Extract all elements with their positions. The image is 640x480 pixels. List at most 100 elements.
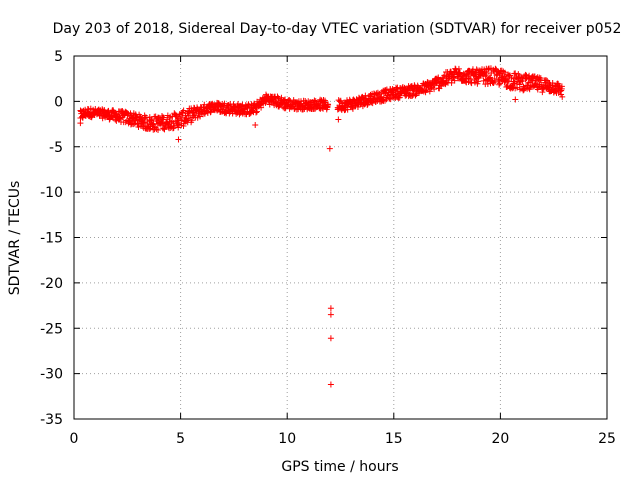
y-tick-label: -30: [40, 367, 63, 383]
data-point: [364, 102, 371, 109]
data-point: [178, 117, 185, 124]
axis-ticks: [73, 55, 608, 420]
chart-title: Day 203 of 2018, Sidereal Day-to-day VTE…: [53, 21, 622, 37]
data-point: [504, 77, 511, 84]
data-point: [282, 96, 289, 103]
data-point: [180, 107, 187, 114]
data-point: [221, 109, 228, 116]
data-point: [512, 70, 519, 77]
data-point: [490, 80, 497, 87]
data-point: [266, 101, 273, 108]
y-tick-label: -10: [40, 185, 63, 201]
x-axis-label: GPS time / hours: [281, 459, 398, 475]
data-point: [526, 85, 533, 92]
data-point: [473, 66, 480, 73]
data-point: [492, 78, 499, 85]
data-point: [164, 121, 171, 128]
y-tick-label: -20: [40, 276, 63, 292]
data-point: [173, 112, 180, 119]
data-point: [492, 65, 499, 72]
data-point: [520, 86, 527, 93]
data-point: [451, 77, 458, 84]
data-point: [354, 104, 361, 111]
data-point: [534, 86, 541, 93]
x-tick-label: 10: [278, 431, 296, 447]
x-tick-label: 0: [70, 431, 79, 447]
y-tick-label: -25: [40, 321, 63, 337]
data-point: [379, 96, 386, 103]
y-tick-label: 5: [54, 49, 63, 65]
data-point: [539, 89, 546, 96]
y-axis-label: SDTVAR / TECUs: [7, 181, 23, 296]
data-point: [155, 126, 162, 133]
data-point: [427, 85, 434, 92]
data-point: [77, 120, 84, 127]
data-point: [204, 110, 211, 117]
data-point: [139, 116, 146, 123]
x-tick-label: 15: [385, 431, 403, 447]
data-point: [423, 86, 430, 93]
data-point: [322, 97, 329, 104]
data-point: [558, 85, 565, 92]
data-point: [175, 119, 182, 126]
data-point: [466, 75, 473, 82]
data-point: [253, 109, 260, 116]
data-point: [426, 88, 433, 95]
data-point: [130, 121, 137, 128]
data-point: [456, 69, 463, 76]
data-point: [171, 123, 178, 130]
data-point: [141, 119, 148, 126]
data-point: [435, 74, 442, 81]
data-point: [369, 100, 376, 107]
data-point: [483, 71, 490, 78]
data-point: [160, 114, 167, 121]
data-point: [252, 121, 259, 128]
data-point: [335, 116, 342, 123]
data-point: [462, 78, 469, 85]
data-point: [439, 75, 446, 82]
data-point: [484, 66, 491, 73]
data-point: [431, 86, 438, 93]
tick-labels: 0 5 10 15 20 25 5 0 -5 -10 -15 -20 -25 -30 -35: [40, 49, 616, 447]
y-tick-label: -15: [40, 231, 63, 247]
data-point: [344, 106, 351, 113]
data-point: [452, 66, 459, 73]
data-point: [374, 89, 381, 96]
data-point: [287, 98, 294, 105]
data-point: [327, 311, 334, 318]
data-point: [245, 101, 252, 108]
data-points: [77, 65, 566, 388]
data-point: [326, 145, 333, 152]
data-point: [474, 75, 481, 82]
data-point: [493, 72, 500, 79]
data-point: [512, 96, 519, 103]
data-point: [327, 305, 334, 312]
data-point: [496, 70, 503, 77]
x-tick-label: 5: [176, 431, 185, 447]
y-tick-label: -35: [40, 412, 63, 428]
x-tick-label: 25: [598, 431, 616, 447]
y-tick-label: -5: [49, 140, 63, 156]
x-tick-label: 20: [491, 431, 509, 447]
data-point: [543, 77, 550, 84]
data-point: [559, 93, 566, 100]
data-point: [327, 381, 334, 388]
y-tick-label: 0: [54, 94, 63, 110]
data-point: [337, 97, 344, 104]
data-point: [325, 101, 332, 108]
data-point: [450, 74, 457, 81]
plot-frame: [73, 55, 608, 420]
data-point: [460, 71, 467, 78]
data-point: [141, 115, 148, 122]
data-point: [498, 67, 505, 74]
data-point: [253, 108, 260, 115]
data-point: [175, 136, 182, 143]
grid: [74, 56, 607, 419]
data-point: [185, 115, 192, 122]
data-point: [327, 335, 334, 342]
data-point: [556, 82, 563, 89]
data-point: [396, 94, 403, 101]
data-point: [468, 80, 475, 87]
data-point: [526, 72, 533, 79]
